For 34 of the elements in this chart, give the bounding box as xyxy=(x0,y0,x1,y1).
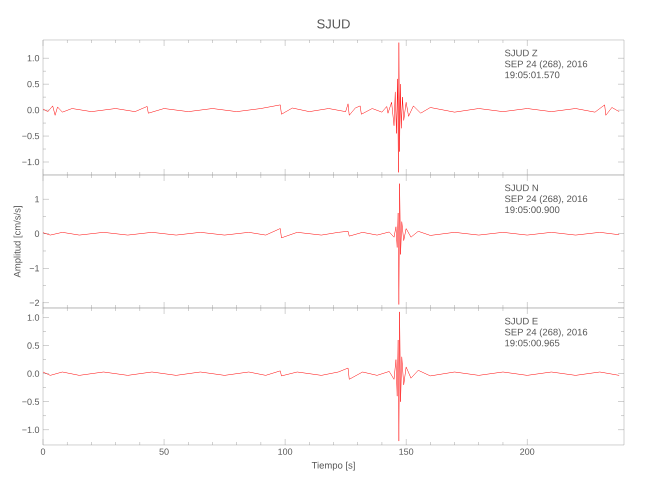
y-tick-label: 1.0 xyxy=(28,54,40,62)
y-tick-label: −2 xyxy=(30,300,40,306)
annotation: SEP 24 (268), 2016 xyxy=(504,60,588,70)
x-tick-label: 200 xyxy=(520,448,534,455)
line-series xyxy=(43,42,620,173)
x-axis-title: Tiempo [s] xyxy=(312,462,355,471)
y-tick-label: −1.0 xyxy=(22,426,40,434)
annotation: 19:05:00.965 xyxy=(505,340,560,346)
x-tick-label: 0 xyxy=(40,448,46,455)
x-tick-label: 150 xyxy=(399,448,414,455)
y-tick-label: −1 xyxy=(30,265,40,272)
y-tick-label: 0.0 xyxy=(27,106,40,114)
annotation: SEP 24 (268), 2016 xyxy=(504,328,588,338)
y-tick-label: 0.5 xyxy=(27,342,40,349)
annotation: SJUD N xyxy=(504,184,538,192)
y-tick-label: 0 xyxy=(34,230,40,237)
annotation: SJUD E xyxy=(504,318,538,324)
y-tick-label: −0.5 xyxy=(22,132,40,140)
y-tick-label: 0.0 xyxy=(27,370,40,377)
x-tick-label: 50 xyxy=(159,448,169,455)
annotation: 19:05:00.900 xyxy=(505,206,560,214)
y-axis-title: Amplitud [cm/s/s] xyxy=(14,206,22,278)
annotation: SJUD Z xyxy=(504,50,538,56)
y-tick-label: −1.0 xyxy=(22,158,40,166)
line-series xyxy=(43,183,620,305)
y-tick-label: 1.0 xyxy=(28,314,40,321)
y-tick-label: 0.5 xyxy=(27,80,40,88)
y-tick-label: 1 xyxy=(35,196,40,202)
y-tick-label: −0.5 xyxy=(22,398,40,405)
chart-title: SJUD xyxy=(317,19,350,28)
line-series xyxy=(43,312,620,442)
annotation: 19:05:01.570 xyxy=(505,72,560,78)
annotation: SEP 24 (268), 2016 xyxy=(504,195,588,204)
x-tick-label: 100 xyxy=(278,448,292,455)
